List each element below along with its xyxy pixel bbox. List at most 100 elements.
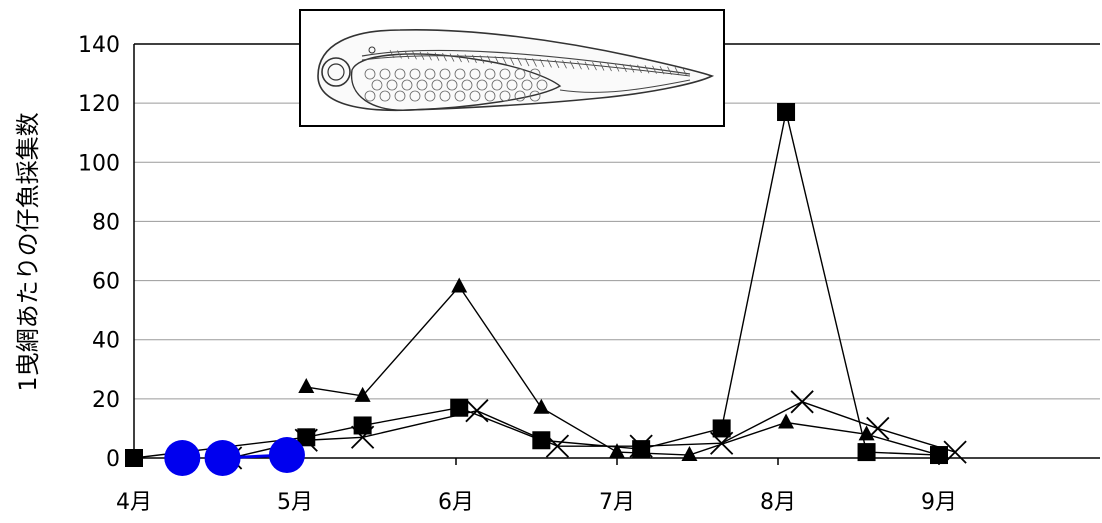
square-marker	[450, 398, 469, 417]
myomere	[562, 60, 567, 69]
triangle-marker	[778, 413, 795, 429]
myomere	[622, 63, 627, 73]
yolk-cell	[469, 90, 481, 102]
myomere	[652, 65, 657, 74]
cross-marker	[710, 431, 734, 455]
myomere	[494, 56, 500, 65]
yolk-cell	[379, 68, 391, 80]
myomere	[479, 55, 485, 64]
yolk-cell	[529, 90, 541, 102]
square-marker	[632, 440, 651, 459]
myomere	[547, 59, 552, 68]
x-tick-label: 8月	[760, 490, 796, 515]
myomere	[682, 67, 687, 76]
triangle-marker	[298, 378, 315, 394]
yolk-cell	[409, 68, 421, 80]
series-line-cross	[230, 401, 956, 459]
myomere	[434, 52, 440, 61]
square-marker	[857, 443, 876, 462]
myomere	[577, 61, 582, 70]
square-marker	[777, 103, 796, 122]
x-tick-label: 6月	[438, 490, 474, 515]
y-axis-label: 1曳網あたりの仔魚採集数	[14, 112, 42, 391]
cross-marker	[545, 434, 570, 458]
yolk-cell	[424, 90, 436, 102]
myomere	[659, 66, 665, 75]
myomere	[487, 55, 492, 65]
myomere	[592, 61, 597, 71]
myomere	[554, 59, 560, 69]
y-tick-label: 120	[78, 92, 120, 117]
cross-marker	[790, 390, 814, 414]
yolk-cell	[514, 68, 526, 80]
myomere	[412, 51, 417, 60]
myomere	[509, 57, 515, 66]
yolk-cell	[469, 68, 481, 80]
series-line-square	[133, 111, 940, 459]
yolk-cell	[484, 68, 496, 80]
triangle-marker	[681, 446, 698, 462]
square-marker	[712, 419, 731, 438]
yolk-cell	[514, 90, 526, 102]
myomere	[397, 50, 402, 59]
square-marker	[930, 446, 948, 465]
yolk-cell	[484, 90, 496, 102]
yolk-cell	[364, 90, 376, 102]
myomere	[449, 53, 455, 62]
y-tick-label: 100	[78, 151, 120, 176]
myomere	[584, 61, 590, 70]
myomere	[502, 56, 507, 65]
square-marker	[297, 428, 316, 447]
x-tick-label: 7月	[599, 490, 635, 515]
myomere	[404, 50, 410, 60]
yolk-cell	[386, 79, 398, 91]
myomere	[599, 62, 605, 71]
series-line-triangle	[306, 285, 940, 456]
cross-marker	[629, 434, 653, 458]
myomere	[629, 64, 635, 73]
cross-marker	[943, 440, 967, 464]
myomere	[464, 54, 470, 63]
circle-marker	[164, 440, 201, 476]
yolk-cell	[431, 79, 443, 91]
yolk-cell	[424, 68, 436, 80]
myomere	[457, 53, 462, 63]
tick-labels: 0 20 40 60 80 100 120 140 4月 5月 6月 7月 8月 9月	[78, 33, 957, 515]
x-tick-label: 5月	[277, 490, 313, 515]
yolk-cell	[521, 79, 533, 91]
series-markers	[125, 103, 967, 476]
myomere	[427, 52, 432, 61]
myomere	[472, 54, 477, 64]
yolk-cell	[409, 90, 421, 102]
yolk-cell	[394, 90, 406, 102]
y-tick-label: 0	[106, 447, 120, 472]
x-tick-label: 4月	[116, 490, 152, 515]
triangle-marker	[533, 398, 550, 414]
yolk-cell	[506, 79, 518, 91]
yolk-cell	[379, 90, 391, 102]
myomere	[389, 49, 395, 59]
y-tick-label: 80	[92, 210, 120, 235]
myomere	[419, 51, 425, 60]
myomere	[614, 63, 620, 72]
myomere	[674, 66, 680, 76]
yolk-cell	[364, 68, 376, 80]
myomere	[644, 65, 650, 74]
yolk-cell	[439, 68, 451, 80]
myomere	[667, 66, 672, 75]
yolk-cell	[499, 90, 511, 102]
yolk-cell	[461, 79, 473, 91]
myomere	[524, 57, 530, 67]
square-marker	[353, 416, 372, 435]
cross-marker	[465, 399, 489, 423]
yolk-cell	[401, 79, 413, 91]
y-tick-label: 40	[92, 329, 120, 354]
myomere	[532, 58, 537, 67]
y-tick-label: 60	[92, 270, 120, 295]
myomere	[607, 62, 612, 72]
triangle-marker	[451, 277, 468, 293]
triangle-marker	[609, 443, 625, 459]
myomere	[569, 60, 575, 69]
